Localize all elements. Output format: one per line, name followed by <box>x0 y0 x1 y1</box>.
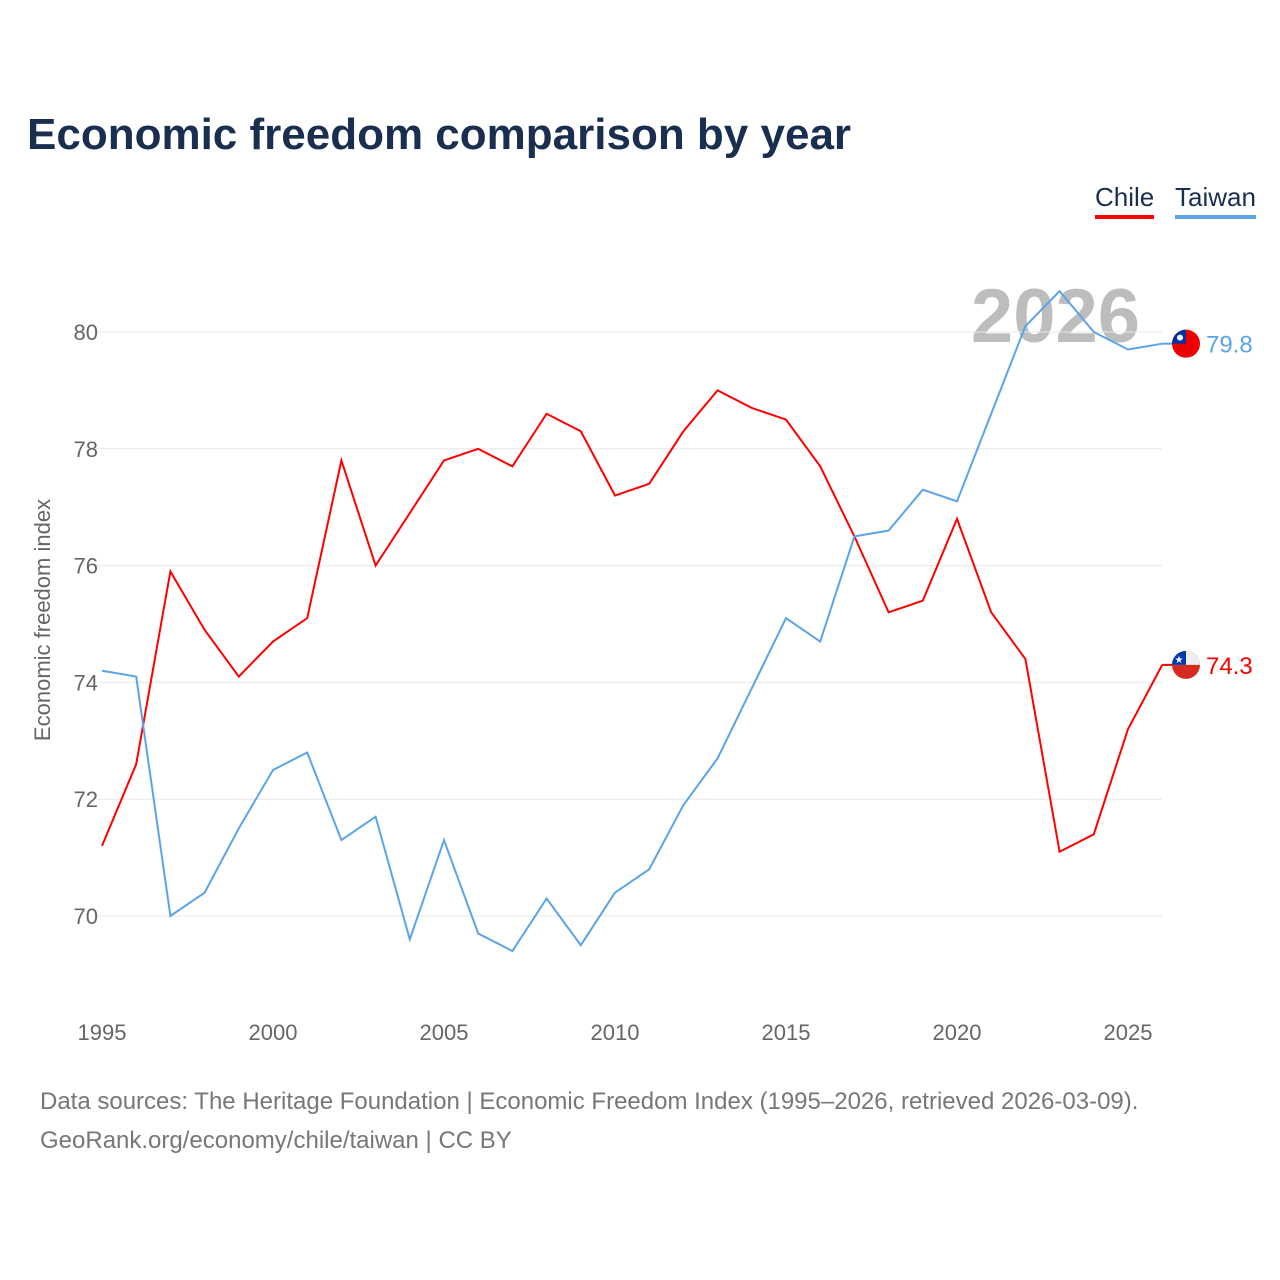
taiwan-flag-sun <box>1177 334 1183 341</box>
chart-title: Economic freedom comparison by year <box>27 110 852 159</box>
chile-flag-star: ★ <box>1175 655 1184 666</box>
x-tick-label: 2025 <box>1104 1020 1153 1045</box>
source-url: GeoRank.org/economy/chile/taiwan | CC BY <box>40 1127 512 1154</box>
chile-flag-blue <box>1172 650 1186 665</box>
x-tick-label: 2015 <box>762 1020 811 1045</box>
source-line: Data sources: The Heritage Foundation | … <box>40 1088 1139 1115</box>
y-tick-label: 76 <box>74 554 98 579</box>
y-tick-label: 80 <box>74 320 98 345</box>
series-line-chile <box>101 389 1164 854</box>
x-tick-label: 2000 <box>249 1020 298 1045</box>
year-watermark: 2026 <box>971 274 1140 359</box>
x-tick-label: 2005 <box>420 1020 469 1045</box>
y-axis-label: Economic freedom index <box>30 499 55 741</box>
x-tick-label: 2010 <box>591 1020 640 1045</box>
y-tick-label: 72 <box>74 787 98 812</box>
end-value-label-chile: 74.3 <box>1206 653 1253 680</box>
end-value-label-taiwan: 79.8 <box>1206 332 1253 359</box>
legend-chile[interactable]: Chile <box>1095 182 1155 219</box>
x-tick-label: 1995 <box>78 1020 127 1045</box>
y-tick-label: 70 <box>74 904 98 929</box>
x-tick-label: 2020 <box>933 1020 982 1045</box>
y-tick-label: 78 <box>74 437 98 462</box>
series-line-taiwan <box>101 289 1163 953</box>
y-tick-label: 74 <box>74 670 98 695</box>
legend-taiwan[interactable]: Taiwan <box>1175 182 1256 219</box>
